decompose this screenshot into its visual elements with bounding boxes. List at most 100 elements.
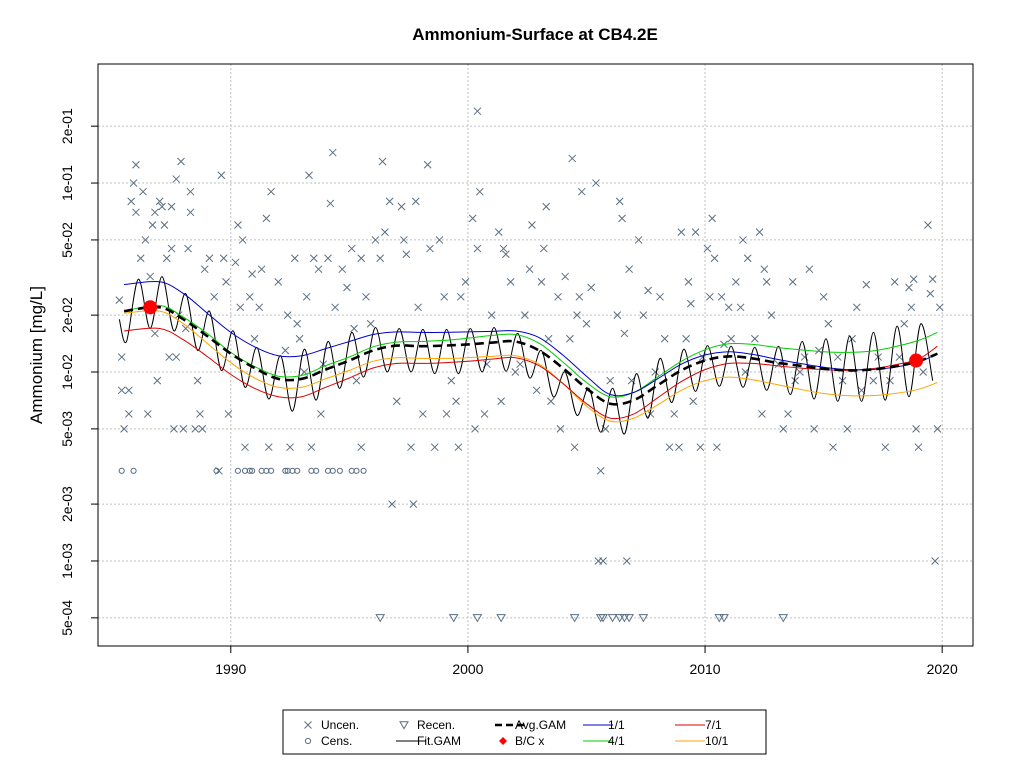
uncensored-point [414,303,422,312]
uncensored-point [824,319,833,328]
uncensored-point [198,425,207,433]
uncensored-point [376,254,385,263]
censored-point [360,467,367,474]
censored-point [118,467,125,474]
uncensored-point [151,208,159,217]
uncensored-point [371,236,380,244]
recensored-point [496,614,506,623]
uncensored-point [613,311,622,319]
uncensored-point [881,443,890,452]
uncensored-point [186,187,195,196]
uncensored-point [810,425,818,433]
uncensored-point [539,244,548,253]
uncensored-point [454,443,463,452]
uncensored-point [193,376,202,385]
uncensored-point [286,443,294,452]
uncensored-point [829,443,837,452]
uncensored-point [331,303,339,312]
y-axis-label: Ammonium [mg/L] [27,286,46,424]
uncensored-point [305,171,313,180]
uncensored-point [328,148,337,157]
uncensored-point [933,425,942,433]
recensored-point [624,614,635,623]
uncensored-point [234,221,242,229]
uncensored-point [599,557,607,565]
uncensored-point [309,254,318,263]
plot-area [115,107,944,623]
uncensored-point [736,303,745,312]
uncensored-point [426,244,434,253]
uncensored-point [909,275,918,284]
uncensored-point [120,425,128,433]
uncensored-point [670,410,679,418]
uncensored-point [236,303,245,312]
uncensored-point [625,265,634,274]
uncensored-point [210,292,219,301]
uncensored-point [172,175,181,183]
uncensored-point [805,265,814,274]
uncensored-point [343,283,351,292]
fit-gam-line [118,276,934,435]
uncensored-point [788,277,797,286]
uncensored-point [497,397,505,406]
uncensored-point [115,296,124,305]
recensored-point [619,614,630,623]
y-tick-label: 5e-03 [59,411,75,447]
uncensored-point [238,236,247,244]
legend-symbol-circle [304,737,312,745]
uncensored-point [231,258,240,267]
uncensored-point [200,265,209,274]
uncensored-point [656,292,664,301]
uncensored-point [430,443,439,452]
uncensored-point [274,277,283,286]
legend: Uncen. Cens. Recen. Fit.GAM Avg.GAM B/C x 1/1 4… [282,709,767,755]
x-tick-label: 2010 [689,661,720,677]
uncensored-point [181,324,190,333]
uncensored-point [796,368,804,376]
uncensored-point [713,443,721,452]
uncensored-point [127,197,136,206]
uncensored-point [717,292,726,301]
uncensored-point [317,410,325,418]
uncensored-point [739,236,747,244]
uncensored-point [257,265,266,274]
uncensored-point [665,443,674,452]
uncensored-point [606,376,615,385]
uncensored-point [791,376,800,385]
uncensored-point [205,254,214,263]
uncensored-point [132,160,140,169]
uncensored-point [556,425,565,433]
uncensored-point [326,199,335,208]
censored-point [234,467,242,474]
uncensored-point [520,311,529,319]
uncensored-point [143,410,152,418]
uncensored-point [691,228,700,236]
y-tick-label: 5e-04 [59,600,75,636]
axes: 1990 2000 2010 2020 5e-04 1e-03 2e-03 5e-03 1e-0… [59,108,958,677]
legend-label: Uncen. [321,718,359,732]
uncensored-point [710,254,719,263]
uncensored-point [224,410,233,418]
uncensored-point [686,299,695,308]
recensored-point [375,614,386,623]
uncensored-point [471,425,479,433]
x-tick-label: 2020 [927,661,958,677]
uncensored-point [537,277,546,286]
uncensored-point [473,107,482,116]
uncensored-point [646,410,655,418]
recensored-point [598,614,608,623]
uncensored-point [167,202,176,211]
uncensored-point [912,425,920,433]
uncensored-point [146,272,155,281]
uncensored-point [532,386,541,395]
uncensored-point [362,292,370,301]
uncensored-point [461,277,470,286]
uncensored-point [724,303,733,312]
uncensored-point [634,236,643,244]
uncensored-point [350,324,358,333]
uncensored-point [262,214,271,223]
uncensored-point [487,311,496,319]
uncensored-point [347,244,356,253]
uncensored-point [290,254,299,263]
recensored-point [472,614,483,623]
